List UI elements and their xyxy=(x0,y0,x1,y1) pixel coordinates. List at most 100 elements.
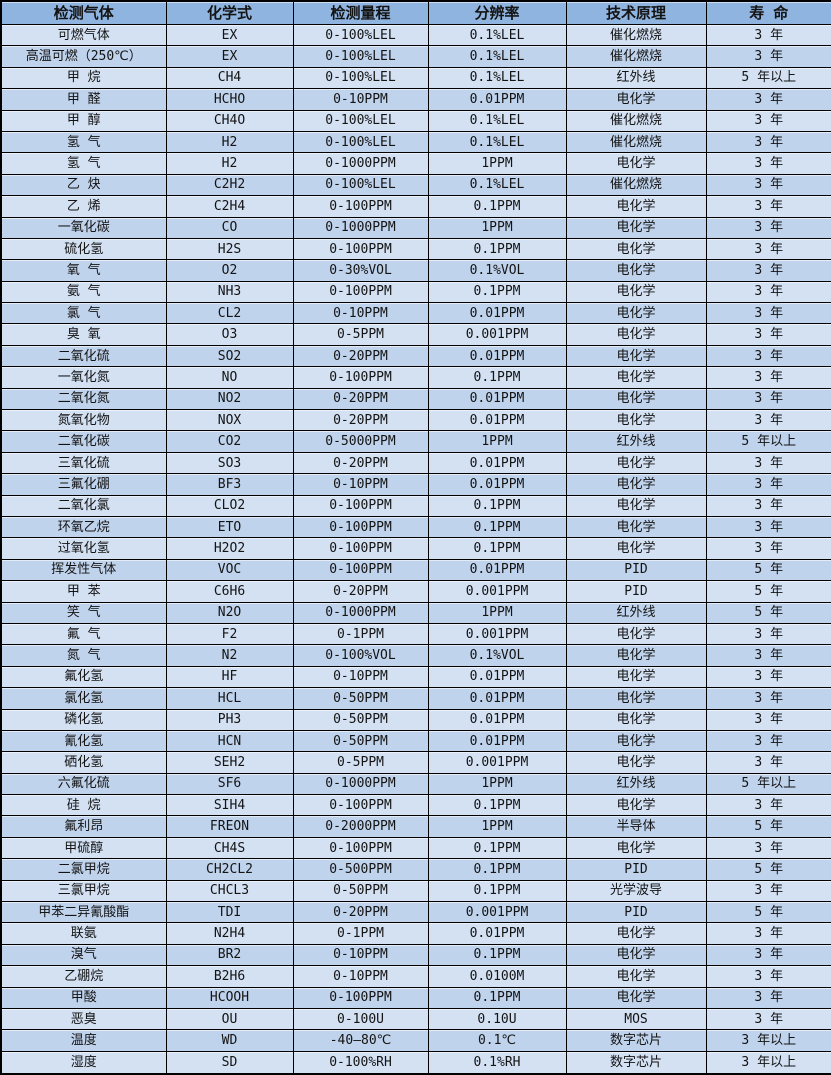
table-row: 笑 气 N2O 0-1000PPM 1PPM 红外线 5 年 xyxy=(0,601,831,624)
table-row: 溴气 BR2 0-10PPM 0.1PPM 电化学 3 年 xyxy=(0,943,831,967)
table-cell: 氮 气 xyxy=(0,644,167,667)
table-cell: 二氧化氯 xyxy=(0,494,167,517)
table-row: 乙 炔 C2H2 0-100%LEL 0.1%LEL 催化燃烧 3 年 xyxy=(0,173,831,197)
table-cell: 催化燃烧 xyxy=(565,173,707,197)
table-cell: 0-100%RH xyxy=(292,1050,429,1075)
table-cell: 3 年 xyxy=(705,152,831,175)
table-cell: NH3 xyxy=(165,280,294,304)
table-row: 臭 氧 O3 0-5PPM 0.001PPM 电化学 3 年 xyxy=(0,323,831,346)
table-cell: 臭 氧 xyxy=(0,323,167,346)
table-cell: CO2 xyxy=(165,430,294,453)
table-cell: 0.001PPM xyxy=(427,751,567,774)
table-cell: 二氧化硫 xyxy=(0,344,167,368)
column-header-1: 化学式 xyxy=(165,0,294,25)
table-row: 甲苯二异氰酸酯 TDI 0-20PPM 0.001PPM PID 5 年 xyxy=(0,901,831,924)
table-cell: 电化学 xyxy=(565,622,707,646)
table-cell: 5 年 xyxy=(705,815,831,838)
table-cell: 0-500PPM xyxy=(292,858,429,881)
table-cell: B2H6 xyxy=(165,965,294,988)
table-cell: O2 xyxy=(165,259,294,282)
table-cell: 0.1%VOL xyxy=(427,644,567,667)
table-cell: 恶臭 xyxy=(0,1007,167,1031)
table-cell: 红外线 xyxy=(565,601,707,624)
table-cell: VOC xyxy=(165,558,294,582)
table-cell: 0.1PPM xyxy=(427,494,567,517)
table-cell: 甲苯二异氰酸酯 xyxy=(0,901,167,924)
table-cell: PH3 xyxy=(165,708,294,731)
table-cell: 0-100%LEL xyxy=(292,109,429,132)
table-cell: PID xyxy=(565,858,707,881)
table-cell: NO2 xyxy=(165,387,294,411)
table-row: 一氧化碳 CO 0-1000PPM 1PPM 电化学 3 年 xyxy=(0,216,831,239)
table-row: 高温可燃（250℃） EX 0-100%LEL 0.1%LEL 催化燃烧 3 年 xyxy=(0,45,831,68)
table-cell: 过氧化氢 xyxy=(0,537,167,560)
table-cell: 催化燃烧 xyxy=(565,109,707,132)
table-cell: 电化学 xyxy=(565,344,707,368)
table-cell: 0-100PPM xyxy=(292,986,429,1009)
table-cell: 3 年 xyxy=(705,1007,831,1031)
table-cell: 可燃气体 xyxy=(0,23,167,47)
table-row: 甲酸 HCOOH 0-100PPM 0.1PPM 电化学 3 年 xyxy=(0,986,831,1009)
table-cell: 溴气 xyxy=(0,943,167,967)
table-cell: 0.1%LEL xyxy=(427,23,567,47)
table-cell: 磷化氢 xyxy=(0,708,167,731)
table-cell: 电化学 xyxy=(565,280,707,304)
table-cell: SF6 xyxy=(165,772,294,796)
table-cell: 3 年 xyxy=(705,366,831,389)
table-cell: 电化学 xyxy=(565,794,707,817)
table-cell: 电化学 xyxy=(565,644,707,667)
table-cell: 3 年 xyxy=(705,195,831,218)
table-cell: CHCL3 xyxy=(165,879,294,903)
table-cell: 一氧化氮 xyxy=(0,366,167,389)
table-cell: 氰化氢 xyxy=(0,729,167,753)
table-cell: SEH2 xyxy=(165,751,294,774)
table-cell: 0-100%LEL xyxy=(292,66,429,90)
table-cell: 甲硫醇 xyxy=(0,836,167,860)
table-cell: 甲 醛 xyxy=(0,88,167,111)
table-cell: CL2 xyxy=(165,302,294,325)
table-cell: 电化学 xyxy=(565,195,707,218)
table-cell: 3 年 xyxy=(705,259,831,282)
table-cell: 1PPM xyxy=(427,216,567,239)
table-cell: 0-5PPM xyxy=(292,323,429,346)
table-cell: 0.001PPM xyxy=(427,323,567,346)
table-cell: 0.1%LEL xyxy=(427,173,567,197)
table-cell: 甲 醇 xyxy=(0,109,167,132)
table-cell: 0.001PPM xyxy=(427,580,567,603)
table-cell: 3 年 xyxy=(705,879,831,903)
table-cell: 氮氧化物 xyxy=(0,409,167,432)
table-row: 氟 气 F2 0-1PPM 0.001PPM 电化学 3 年 xyxy=(0,622,831,646)
table-cell: 0.1PPM xyxy=(427,280,567,304)
table-cell: 3 年 xyxy=(705,280,831,304)
table-cell: 3 年 xyxy=(705,729,831,753)
table-cell: 3 年 xyxy=(705,751,831,774)
table-cell: 0-10PPM xyxy=(292,473,429,496)
table-row: 氢 气 H2 0-100%LEL 0.1%LEL 催化燃烧 3 年 xyxy=(0,130,831,154)
table-cell: 0-100PPM xyxy=(292,237,429,261)
table-cell: 0-20PPM xyxy=(292,409,429,432)
table-cell: 5 年 xyxy=(705,601,831,624)
table-cell: 催化燃烧 xyxy=(565,130,707,154)
table-cell: 3 年 xyxy=(705,344,831,368)
table-cell: 3 年 xyxy=(705,943,831,967)
table-cell: 3 年 xyxy=(705,622,831,646)
table-cell: 0-100%LEL xyxy=(292,45,429,68)
table-cell: 5 年 xyxy=(705,858,831,881)
table-cell: 硫化氢 xyxy=(0,237,167,261)
table-cell: 3 年 xyxy=(705,515,831,539)
table-cell: 电化学 xyxy=(565,537,707,560)
table-cell: 电化学 xyxy=(565,687,707,710)
table-row: 氯化氢 HCL 0-50PPM 0.01PPM 电化学 3 年 xyxy=(0,687,831,710)
table-cell: 3 年 xyxy=(705,302,831,325)
table-cell: 氯 气 xyxy=(0,302,167,325)
table-row: 挥发性气体 VOC 0-100PPM 0.01PPM PID 5 年 xyxy=(0,558,831,582)
table-row: 氰化氢 HCN 0-50PPM 0.01PPM 电化学 3 年 xyxy=(0,729,831,753)
table-cell: PID xyxy=(565,558,707,582)
table-cell: 0.1PPM xyxy=(427,858,567,881)
table-cell: 0-5000PPM xyxy=(292,430,429,453)
table-cell: 氟利昂 xyxy=(0,815,167,838)
table-cell: 0-20PPM xyxy=(292,580,429,603)
table-cell: EX xyxy=(165,45,294,68)
table-cell: 氨 气 xyxy=(0,280,167,304)
